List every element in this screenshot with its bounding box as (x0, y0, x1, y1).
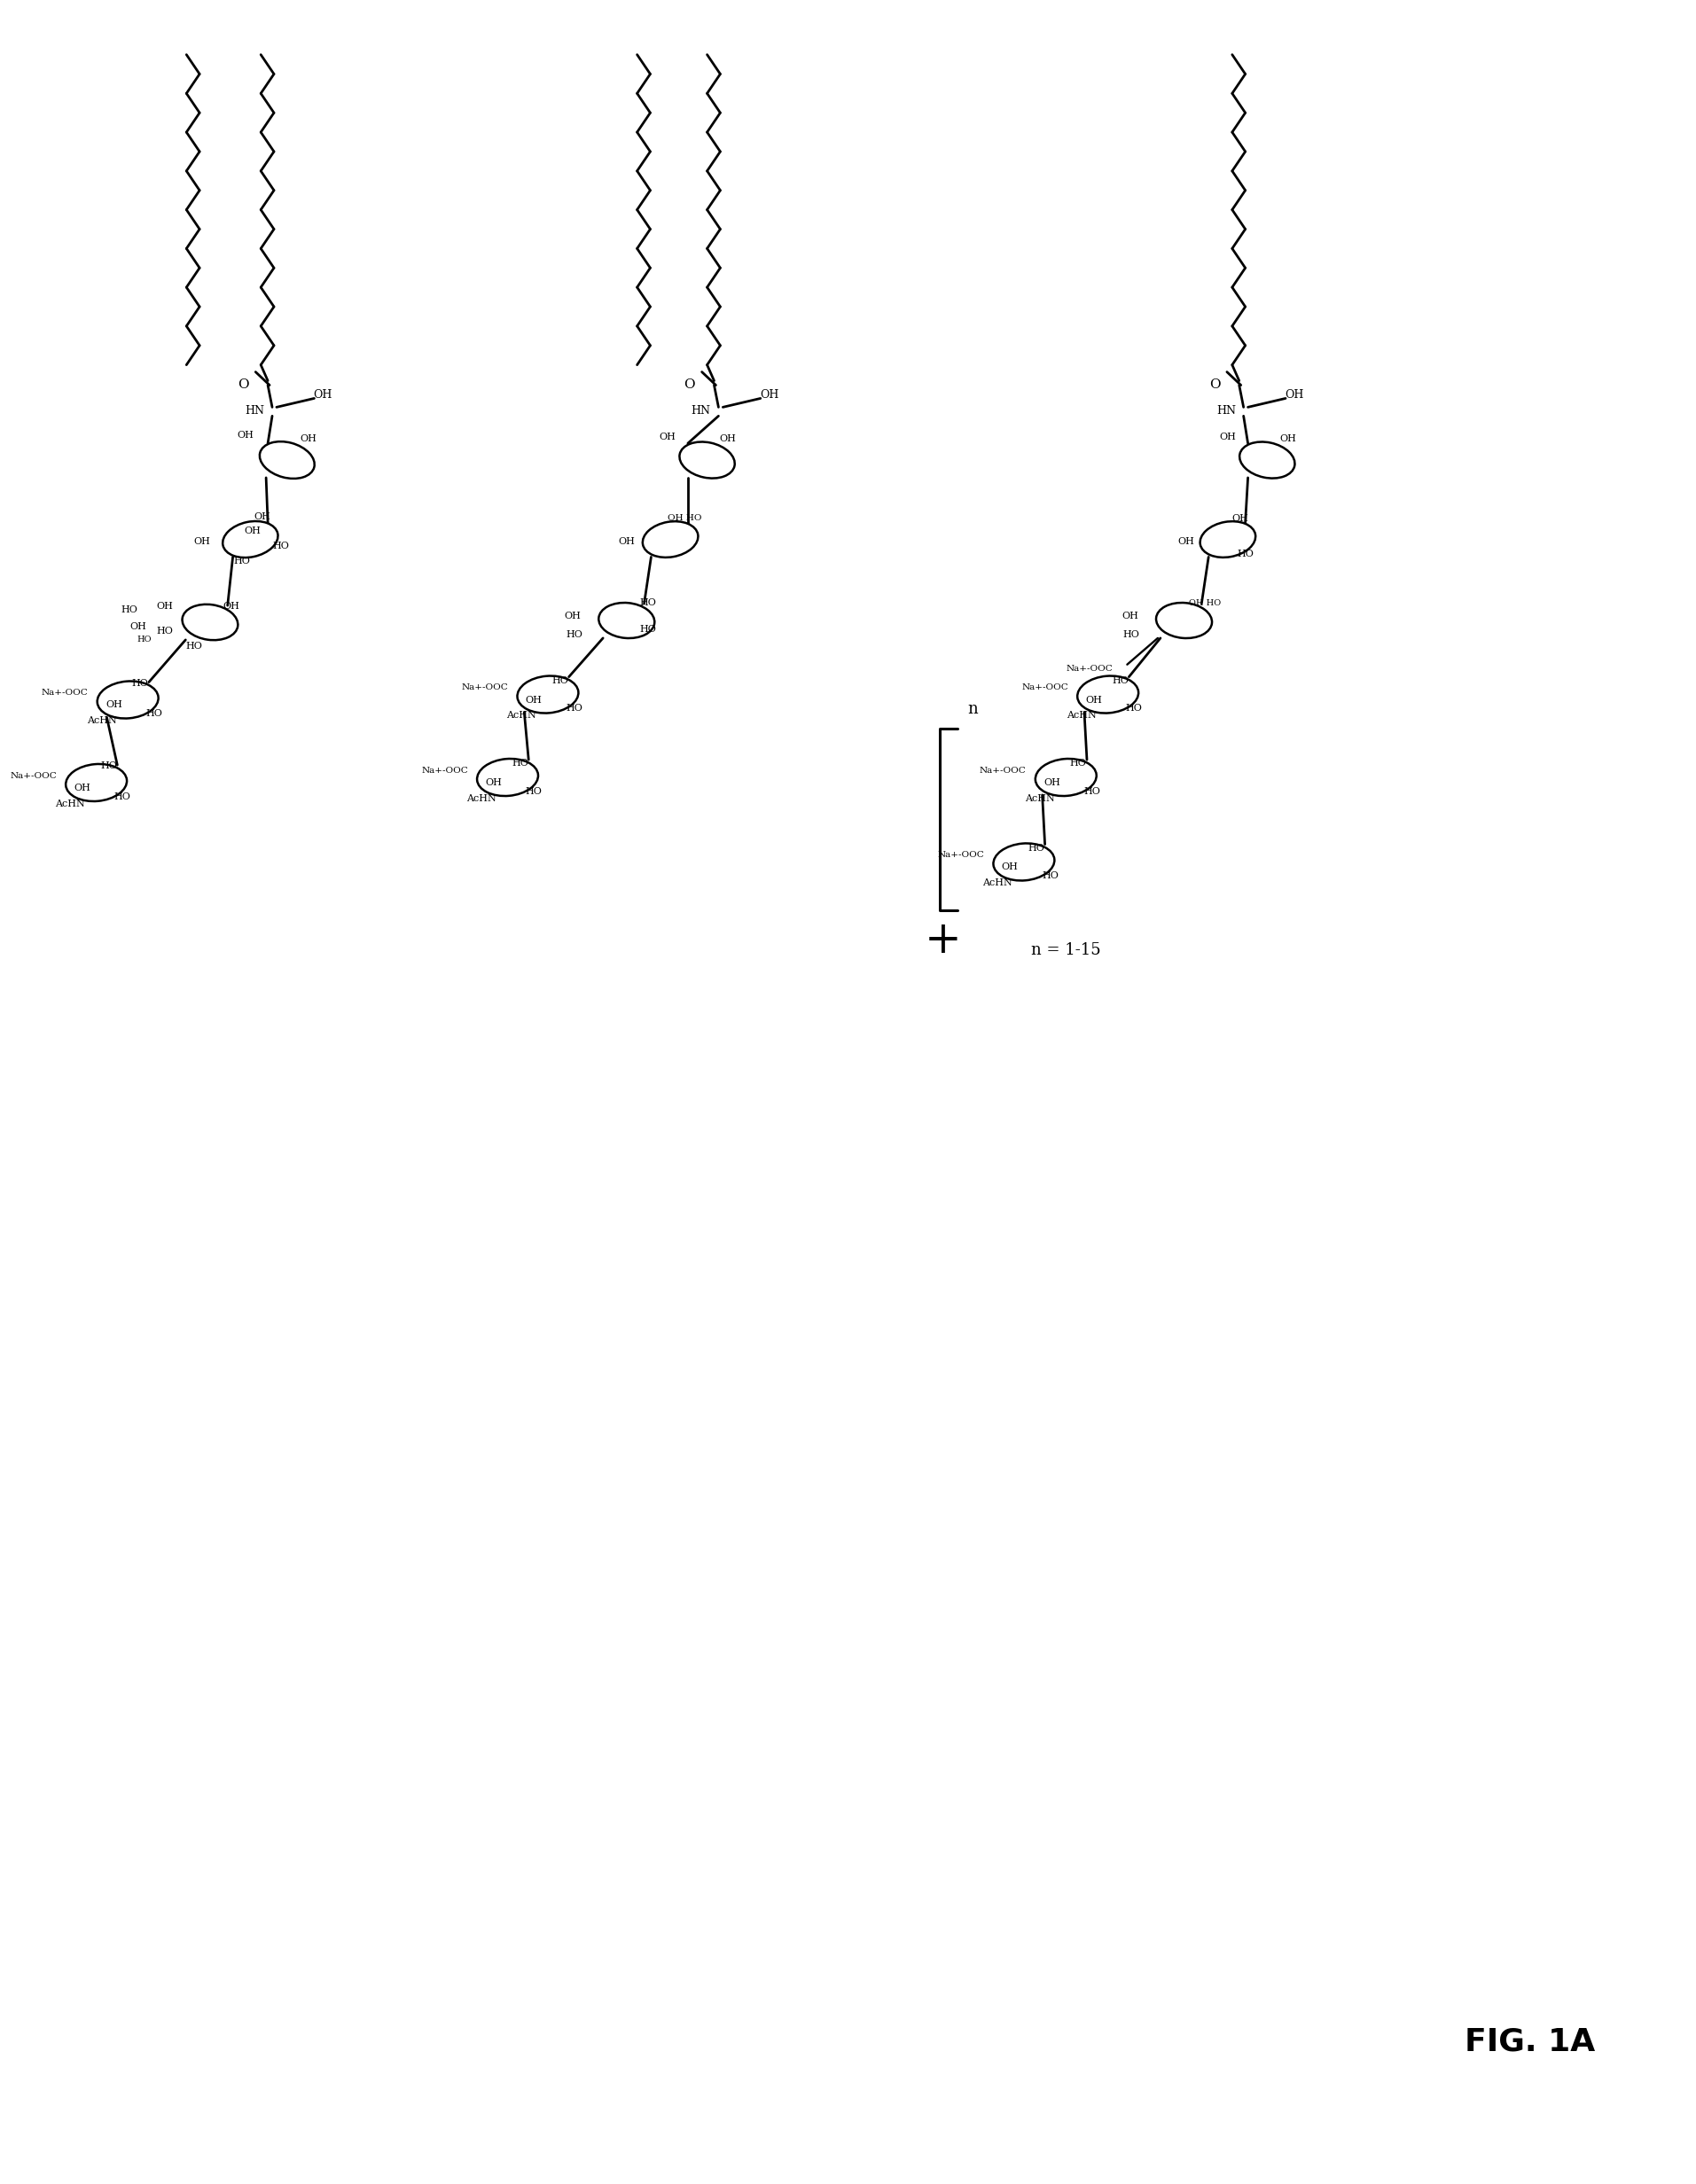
Text: Na+-OOC: Na+-OOC (938, 852, 984, 858)
Text: AcHN: AcHN (54, 799, 85, 808)
Text: HO: HO (100, 762, 117, 771)
Text: HO: HO (1041, 871, 1058, 880)
Text: AcHN: AcHN (982, 878, 1013, 887)
Text: HO: HO (1236, 550, 1253, 559)
Text: HO: HO (114, 793, 131, 802)
Text: OH: OH (1085, 695, 1102, 703)
Text: HO: HO (1113, 677, 1128, 686)
Text: AcHN: AcHN (86, 716, 117, 725)
Text: OH: OH (719, 435, 736, 443)
Text: OH: OH (760, 389, 778, 400)
Text: Na+-OOC: Na+-OOC (421, 767, 468, 775)
Text: AcHN: AcHN (507, 712, 536, 721)
Text: OH: OH (1043, 778, 1060, 786)
Text: OH: OH (1177, 537, 1194, 546)
Text: HN: HN (692, 404, 711, 417)
Text: HO: HO (566, 631, 582, 640)
Text: Na+-OOC: Na+-OOC (10, 771, 56, 780)
Text: OH: OH (1231, 513, 1248, 522)
Text: OH: OH (193, 537, 210, 546)
Text: HO: HO (146, 710, 163, 719)
Text: HO: HO (566, 703, 582, 712)
Text: HO: HO (526, 786, 543, 795)
Text: HO: HO (1070, 758, 1087, 769)
Text: HO: HO (187, 642, 204, 651)
Text: AcHN: AcHN (1024, 795, 1055, 804)
Text: O: O (683, 378, 695, 391)
Text: n = 1-15: n = 1-15 (1031, 941, 1101, 959)
Text: OH HO: OH HO (1189, 598, 1221, 607)
Text: OH: OH (131, 622, 146, 631)
Text: HO: HO (1123, 631, 1140, 640)
Text: AcHN: AcHN (1067, 712, 1097, 721)
Text: Na+-OOC: Na+-OOC (1067, 664, 1113, 673)
Text: OH: OH (619, 537, 634, 546)
Text: OH: OH (1280, 435, 1296, 443)
Text: HN: HN (1216, 404, 1236, 417)
Text: OH: OH (244, 526, 261, 535)
Text: HO: HO (156, 627, 173, 636)
Text: OH: OH (526, 695, 543, 703)
Text: HO: HO (1126, 703, 1143, 712)
Text: OH: OH (485, 778, 502, 786)
Text: HO: HO (234, 557, 249, 566)
Text: HO: HO (639, 598, 656, 607)
Text: OH: OH (1286, 389, 1304, 400)
Text: HO: HO (1084, 786, 1101, 795)
Text: HO: HO (273, 542, 290, 550)
Text: OH: OH (660, 432, 677, 441)
Text: HO: HO (551, 677, 568, 686)
Text: OH: OH (1002, 863, 1018, 871)
Text: AcHN: AcHN (466, 795, 497, 804)
Text: OH: OH (105, 701, 122, 710)
Text: OH: OH (75, 784, 90, 793)
Text: HO: HO (512, 758, 527, 769)
Text: OH: OH (300, 435, 317, 443)
Text: HO: HO (1028, 843, 1045, 852)
Text: Na+-OOC: Na+-OOC (980, 767, 1026, 775)
Text: OH HO: OH HO (667, 513, 702, 522)
Text: Na+-OOC: Na+-OOC (461, 684, 509, 692)
Text: OH: OH (237, 430, 253, 439)
Text: OH: OH (1121, 612, 1138, 620)
Text: Na+-OOC: Na+-OOC (1021, 684, 1068, 692)
Text: HO: HO (120, 605, 137, 614)
Text: +: + (924, 919, 962, 963)
Text: OH: OH (156, 603, 173, 612)
Text: O: O (237, 378, 249, 391)
Text: HO: HO (137, 636, 151, 644)
Text: HO: HO (132, 679, 149, 688)
Text: OH: OH (222, 603, 239, 612)
Text: HN: HN (244, 404, 265, 417)
Text: OH: OH (314, 389, 332, 400)
Text: O: O (1209, 378, 1219, 391)
Text: Na+-OOC: Na+-OOC (41, 688, 88, 697)
Text: n: n (968, 701, 979, 719)
Text: OH: OH (565, 612, 580, 620)
Text: FIG. 1A: FIG. 1A (1464, 2027, 1594, 2057)
Text: OH: OH (254, 511, 271, 522)
Text: OH: OH (1219, 432, 1236, 441)
Text: HO: HO (639, 625, 656, 633)
